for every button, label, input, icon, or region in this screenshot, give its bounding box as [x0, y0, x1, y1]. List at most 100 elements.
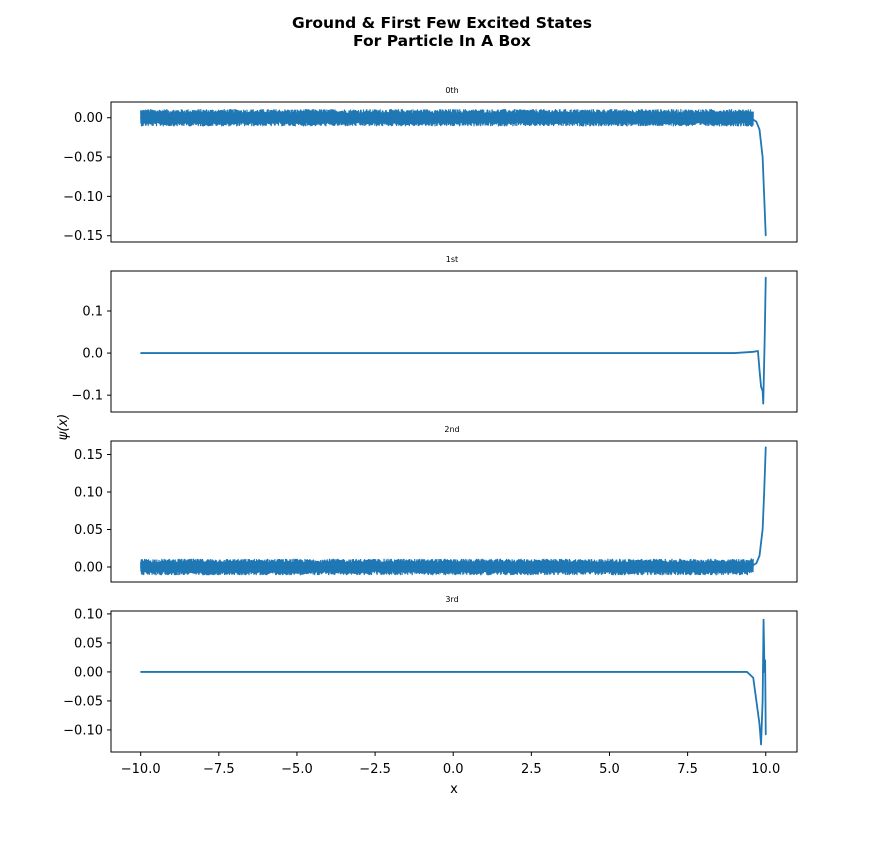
data-point [755, 121, 757, 123]
y-tick-label: 0.10 [74, 607, 103, 622]
y-tick-label: 0.1 [82, 304, 103, 319]
data-point [758, 128, 761, 131]
data-point [763, 360, 765, 363]
y-tick-label: 0.0 [82, 347, 103, 362]
data-point [218, 117, 220, 119]
data-point [140, 671, 142, 673]
x-tick-label: 2.5 [521, 762, 542, 777]
data-point [608, 671, 611, 673]
x-tick-label: 0.0 [443, 762, 464, 777]
data-point [530, 566, 532, 568]
data-point [608, 352, 611, 354]
data-point [296, 671, 298, 673]
data-point [687, 117, 689, 119]
x-tick-label: −7.5 [203, 762, 235, 777]
data-point [296, 352, 298, 354]
data-point [140, 566, 142, 568]
subplot-0th: 0th 0.00 −0.05 −0.10 −0.15 [63, 86, 798, 244]
data-point [760, 386, 762, 388]
data-point [218, 566, 220, 568]
data-point [765, 446, 767, 448]
axes-frame [110, 270, 798, 413]
series-noise-band [140, 558, 754, 576]
data-point [763, 671, 766, 673]
data-point [765, 276, 767, 278]
y-tick-label: −0.05 [63, 151, 103, 166]
y-tick-label: 0.00 [74, 111, 103, 126]
y-tick-label: −0.10 [63, 190, 103, 205]
data-point [140, 352, 142, 354]
data-point [752, 351, 754, 353]
data-point [763, 491, 765, 493]
data-point [762, 402, 764, 405]
y-tick-label: −0.15 [63, 229, 103, 244]
data-point [452, 671, 454, 673]
data-point [760, 743, 762, 746]
x-tick-label: −2.5 [359, 762, 391, 777]
data-point [765, 235, 767, 237]
data-point [762, 528, 764, 531]
data-point [452, 117, 454, 119]
data-point [530, 117, 532, 119]
subplot-2nd: 2nd 0.15 0.10 0.05 0.00 [74, 425, 798, 583]
data-point [452, 352, 454, 354]
data-point [749, 117, 751, 119]
data-point [758, 555, 761, 557]
series-line [140, 277, 767, 405]
panel-title: 0th [445, 86, 458, 95]
y-tick-label: 0.05 [74, 523, 103, 538]
data-point [687, 566, 689, 568]
data-point [296, 566, 298, 568]
y-tick-label: 0.00 [74, 665, 103, 680]
data-point [764, 659, 766, 661]
series-line [140, 116, 767, 236]
x-tick-label: 7.5 [677, 762, 698, 777]
x-tick-label: 5.0 [599, 762, 620, 777]
axes-frame [110, 440, 798, 583]
y-tick-label: 0.15 [74, 448, 103, 463]
data-point [746, 671, 748, 673]
figure-title-line1: Ground & First Few Excited States [292, 14, 592, 32]
data-point [733, 352, 736, 354]
data-point [762, 156, 764, 158]
panel-title: 3rd [445, 595, 458, 604]
data-point [749, 566, 751, 568]
data-point [608, 566, 611, 568]
series-line [140, 446, 767, 568]
data-point [140, 117, 142, 119]
subplot-panels: 0th 0.00 −0.05 −0.10 −0.15 1st 0.1 0.0 −0.1 2nd 0.… [63, 86, 798, 777]
data-point [764, 331, 766, 333]
data-point [758, 723, 761, 725]
data-point [757, 350, 759, 352]
data-point [374, 117, 376, 119]
x-tick-label: −10.0 [121, 762, 161, 777]
y-tick-label: 0.05 [74, 636, 103, 651]
series-noise-band [140, 109, 754, 127]
data-point [762, 390, 764, 392]
subplot-3rd: 3rd 0.10 0.05 0.00 −0.05 −0.10 −10.0 −7.5 −5.0 −2… [63, 595, 798, 777]
y-tick-label: 0.10 [74, 486, 103, 501]
data-point [765, 733, 767, 736]
y-tick-label: 0.00 [74, 561, 103, 576]
data-point [755, 562, 757, 564]
x-axis-label: x [450, 782, 458, 797]
figure-title-line2: For Particle In A Box [353, 32, 531, 50]
y-tick-label: −0.10 [63, 723, 103, 738]
data-point [452, 566, 454, 568]
data-point [762, 619, 765, 621]
data-point [374, 566, 376, 568]
y-axis-label: ψ(x) [56, 414, 71, 440]
data-point [608, 117, 611, 119]
x-tick-label: −5.0 [281, 762, 313, 777]
data-point [763, 195, 765, 197]
series-line [140, 618, 767, 746]
data-point [733, 671, 736, 673]
axes-frame [110, 610, 798, 753]
data-point [752, 677, 754, 679]
panel-title: 2nd [444, 425, 459, 434]
axes-frame [110, 101, 798, 243]
data-point [296, 117, 298, 119]
data-point [758, 369, 761, 371]
